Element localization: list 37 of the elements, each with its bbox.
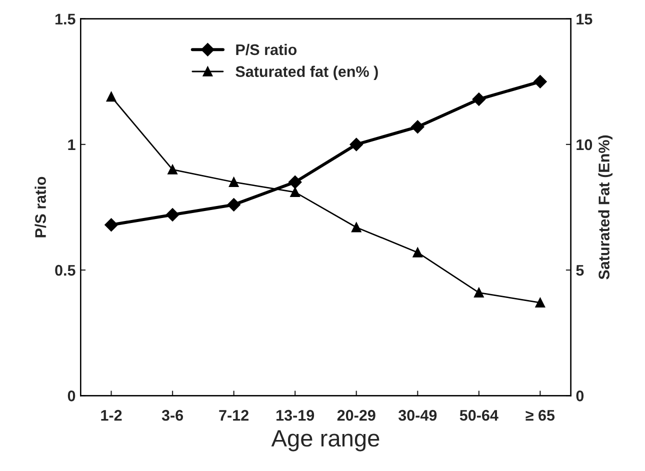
y2-tick-label: 10	[576, 139, 592, 150]
x-tick-label: 7-12	[219, 410, 248, 421]
x-tick-label: 1-2	[101, 410, 122, 421]
point	[106, 92, 116, 102]
point	[350, 138, 363, 152]
point	[227, 198, 240, 212]
point	[288, 176, 302, 189]
legend-label: P/S ratio	[236, 44, 297, 56]
x-tick-label: 50-64	[460, 410, 498, 421]
y-tick-label: 1.5	[55, 14, 76, 25]
point	[352, 222, 362, 232]
y2-tick-label: 0	[576, 390, 584, 402]
y2-axis-title: Saturated Fat (En%)	[598, 135, 612, 280]
point	[228, 177, 239, 187]
y-tick-label: 0	[68, 390, 76, 402]
x-tick-label: 20-29	[337, 410, 376, 421]
point	[472, 92, 486, 106]
x-tick-label: 30-49	[398, 410, 437, 421]
point	[411, 120, 424, 134]
y-axis-title: P/S ratio	[34, 176, 46, 238]
legend-label: Saturated fat (en% )	[236, 66, 378, 80]
point	[168, 164, 178, 174]
x-tick-label: ≥ 65	[526, 410, 555, 421]
y2-tick-label: 15	[576, 14, 592, 25]
x-axis-title: Age range	[271, 430, 380, 452]
point	[535, 298, 546, 308]
x-tick-label: 3-6	[162, 410, 184, 421]
point	[534, 75, 547, 88]
point	[290, 187, 300, 198]
point	[104, 218, 118, 232]
x-tick-label: 13-19	[276, 410, 314, 421]
y2-tick-label: 5	[576, 265, 584, 276]
y-tick-label: 1	[68, 139, 76, 150]
y-tick-label: 0.5	[55, 264, 76, 276]
point	[412, 248, 422, 258]
point	[166, 208, 180, 222]
point	[474, 288, 484, 298]
